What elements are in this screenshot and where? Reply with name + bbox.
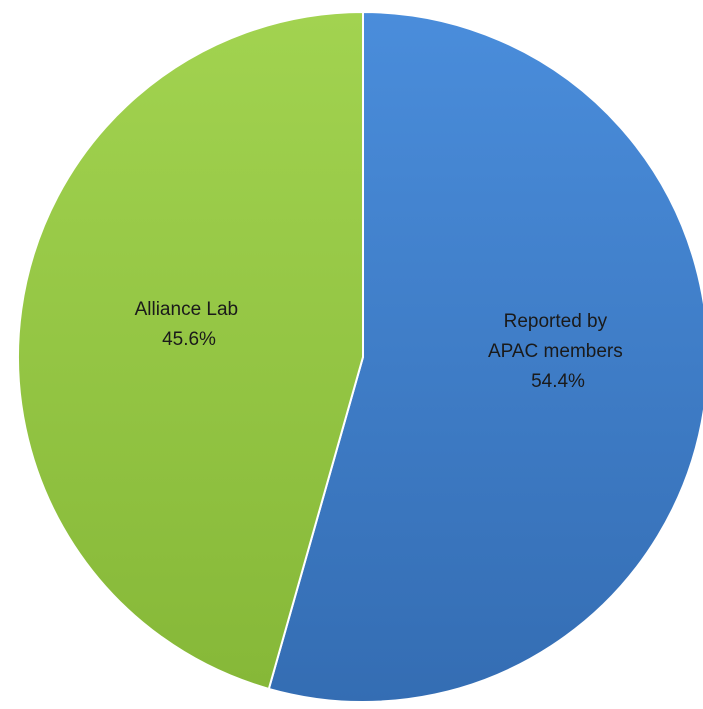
slice-value-label: 45.6% bbox=[162, 329, 216, 350]
slice-value-label: 54.4% bbox=[531, 371, 585, 392]
pie-slices bbox=[16, 11, 703, 703]
pie-slice-1 bbox=[16, 11, 364, 690]
slice-label-reported-by-apac-members: Reported by APAC members 54.4% bbox=[488, 311, 628, 392]
slice-label-line: Reported by bbox=[504, 311, 608, 332]
slice-label-line: Alliance Lab bbox=[135, 299, 239, 320]
pie-slice-0 bbox=[267, 11, 703, 703]
slice-label-alliance-lab: Alliance Lab 45.6% bbox=[135, 299, 244, 350]
slice-label-line: APAC members bbox=[488, 341, 623, 362]
